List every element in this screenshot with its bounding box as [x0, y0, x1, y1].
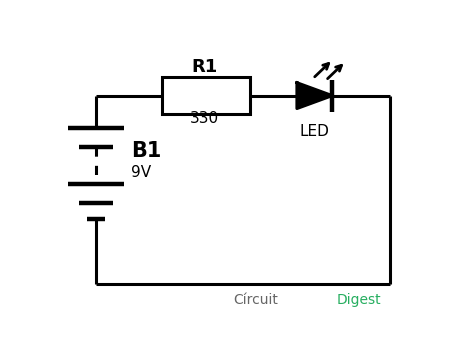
Text: Digest: Digest — [337, 293, 381, 307]
Text: LED: LED — [300, 124, 329, 139]
Text: 330: 330 — [190, 111, 219, 126]
Text: B1: B1 — [131, 141, 161, 161]
Text: 9V: 9V — [131, 165, 151, 180]
Bar — [162, 77, 250, 114]
Polygon shape — [297, 83, 332, 109]
Text: R1: R1 — [191, 58, 218, 76]
Text: Círcuit: Círcuit — [233, 293, 278, 307]
